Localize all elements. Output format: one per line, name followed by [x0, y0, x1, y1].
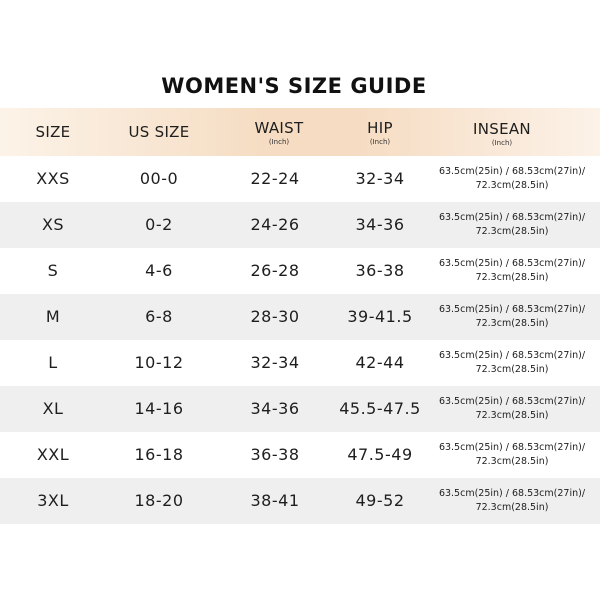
inseam-line-1: 63.5cm(25in) / 68.53cm(27in)/	[438, 442, 586, 453]
inseam-line-2: 72.3cm(28.5in)	[475, 180, 549, 191]
inseam-cell: 63.5cm(25in) / 68.53cm(27in)/ 72.3cm(28.…	[424, 202, 600, 248]
header-hip-label: HIP	[367, 119, 393, 137]
header-hip: HIP (Inch)	[330, 108, 430, 167]
us-size-cell: 14-16	[134, 399, 184, 418]
header-us-size: US SIZE	[106, 108, 212, 171]
hip-cell: 34-36	[355, 215, 405, 234]
inseam-line-2: 72.3cm(28.5in)	[475, 410, 549, 421]
table-row: 3XL 18-20 38-41 49-52 63.5cm(25in) / 68.…	[0, 478, 600, 524]
size-table-body: XXS 00-0 22-24 32-34 63.5cm(25in) / 68.5…	[0, 156, 600, 524]
header-waist-label: WAIST	[254, 119, 304, 137]
inseam-cell: 63.5cm(25in) / 68.53cm(27in)/ 72.3cm(28.…	[424, 340, 600, 386]
size-cell: S	[47, 261, 59, 280]
waist-cell: 36-38	[250, 445, 300, 464]
table-row: M 6-8 28-30 39-41.5 63.5cm(25in) / 68.53…	[0, 294, 600, 340]
waist-cell: 32-34	[250, 353, 300, 372]
size-cell: 3XL	[37, 491, 69, 510]
inseam-cell: 63.5cm(25in) / 68.53cm(27in)/ 72.3cm(28.…	[424, 294, 600, 340]
table-header: SIZE US SIZE WAIST (Inch) HIP (Inch) INS…	[0, 108, 600, 156]
inseam-line-1: 63.5cm(25in) / 68.53cm(27in)/	[438, 166, 586, 177]
header-size-label: SIZE	[35, 123, 71, 141]
table-row: L 10-12 32-34 42-44 63.5cm(25in) / 68.53…	[0, 340, 600, 386]
waist-cell: 24-26	[250, 215, 300, 234]
us-size-cell: 10-12	[134, 353, 184, 372]
waist-cell: 28-30	[250, 307, 300, 326]
table-row: S 4-6 26-28 36-38 63.5cm(25in) / 68.53cm…	[0, 248, 600, 294]
inseam-cell: 63.5cm(25in) / 68.53cm(27in)/ 72.3cm(28.…	[424, 478, 600, 524]
inseam-line-2: 72.3cm(28.5in)	[475, 364, 549, 375]
size-cell: XS	[41, 215, 65, 234]
waist-cell: 38-41	[250, 491, 300, 510]
waist-cell: 26-28	[250, 261, 300, 280]
header-waist: WAIST (Inch)	[226, 108, 332, 167]
header-insean: INSEAN (Inch)	[432, 108, 572, 168]
hip-cell: 32-34	[355, 169, 405, 188]
inseam-line-2: 72.3cm(28.5in)	[475, 502, 549, 513]
inseam-line-1: 63.5cm(25in) / 68.53cm(27in)/	[438, 212, 586, 223]
us-size-cell: 6-8	[145, 307, 173, 326]
hip-cell: 49-52	[355, 491, 405, 510]
inseam-line-1: 63.5cm(25in) / 68.53cm(27in)/	[438, 304, 586, 315]
inseam-line-1: 63.5cm(25in) / 68.53cm(27in)/	[438, 258, 586, 269]
us-size-cell: 4-6	[145, 261, 173, 280]
us-size-cell: 16-18	[134, 445, 184, 464]
hip-cell: 45.5-47.5	[339, 399, 421, 418]
inseam-line-2: 72.3cm(28.5in)	[475, 272, 549, 283]
waist-cell: 34-36	[250, 399, 300, 418]
inseam-line-2: 72.3cm(28.5in)	[475, 456, 549, 467]
inseam-line-1: 63.5cm(25in) / 68.53cm(27in)/	[438, 396, 586, 407]
table-row: XXS 00-0 22-24 32-34 63.5cm(25in) / 68.5…	[0, 156, 600, 202]
us-size-cell: 00-0	[139, 169, 179, 188]
inseam-line-1: 63.5cm(25in) / 68.53cm(27in)/	[438, 488, 586, 499]
waist-cell: 22-24	[250, 169, 300, 188]
inseam-cell: 63.5cm(25in) / 68.53cm(27in)/ 72.3cm(28.…	[424, 156, 600, 202]
hip-cell: 42-44	[355, 353, 405, 372]
hip-cell: 39-41.5	[347, 307, 413, 326]
page-title: WOMEN'S SIZE GUIDE	[161, 74, 427, 98]
table-row: XS 0-2 24-26 34-36 63.5cm(25in) / 68.53c…	[0, 202, 600, 248]
inseam-cell: 63.5cm(25in) / 68.53cm(27in)/ 72.3cm(28.…	[424, 432, 600, 478]
size-cell: L	[48, 353, 58, 372]
hip-cell: 36-38	[355, 261, 405, 280]
table-row: XL 14-16 34-36 45.5-47.5 63.5cm(25in) / …	[0, 386, 600, 432]
header-waist-unit: (Inch)	[268, 138, 290, 146]
hip-cell: 47.5-49	[347, 445, 413, 464]
table-row: XXL 16-18 36-38 47.5-49 63.5cm(25in) / 6…	[0, 432, 600, 478]
inseam-line-2: 72.3cm(28.5in)	[475, 226, 549, 237]
header-size: SIZE	[0, 108, 106, 171]
size-cell: M	[45, 307, 61, 326]
us-size-cell: 0-2	[145, 215, 173, 234]
inseam-cell: 63.5cm(25in) / 68.53cm(27in)/ 72.3cm(28.…	[424, 386, 600, 432]
header-insean-unit: (Inch)	[491, 139, 513, 147]
inseam-line-1: 63.5cm(25in) / 68.53cm(27in)/	[438, 350, 586, 361]
header-hip-unit: (Inch)	[369, 138, 391, 146]
size-cell: XXS	[36, 169, 70, 188]
inseam-line-2: 72.3cm(28.5in)	[475, 318, 549, 329]
size-cell: XXL	[36, 445, 70, 464]
size-cell: XL	[42, 399, 64, 418]
header-us-size-label: US SIZE	[128, 123, 190, 141]
us-size-cell: 18-20	[134, 491, 184, 510]
inseam-cell: 63.5cm(25in) / 68.53cm(27in)/ 72.3cm(28.…	[424, 248, 600, 294]
header-insean-label: INSEAN	[473, 120, 531, 138]
